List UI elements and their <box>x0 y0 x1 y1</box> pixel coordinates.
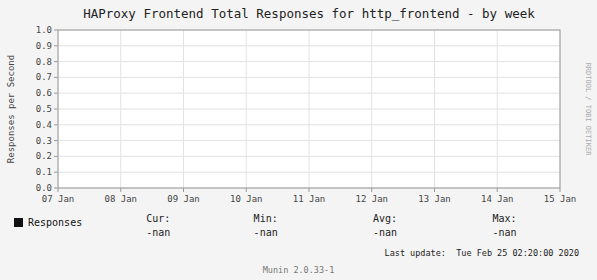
tick-label: 0.3 <box>36 136 52 146</box>
tick-label: 0.5 <box>36 104 52 114</box>
tick-mark <box>54 140 58 141</box>
tick-mark <box>246 188 247 192</box>
tick-label: 10 Jan <box>230 194 263 204</box>
stat-label: Avg: <box>373 213 397 224</box>
tick-label: 0.6 <box>36 88 52 98</box>
tick-mark <box>309 188 310 192</box>
tick-mark <box>54 109 58 110</box>
plot-area <box>58 30 560 188</box>
tick-label: 09 Jan <box>167 194 200 204</box>
tick-mark <box>54 45 58 46</box>
tick-mark <box>434 188 435 192</box>
grid-line <box>434 30 435 188</box>
axis-label: Responses per Second <box>6 55 16 163</box>
tick-mark <box>120 188 121 192</box>
tick-label: 0.0 <box>36 183 52 193</box>
legend-swatch <box>14 218 23 227</box>
tick-mark <box>58 188 59 192</box>
stat-label: Min: <box>254 213 278 224</box>
tick-label: 0.7 <box>36 72 52 82</box>
stat-value: -nan <box>146 227 170 238</box>
tick-label: 08 Jan <box>104 194 137 204</box>
tick-mark <box>560 188 561 192</box>
tick-label: 0.8 <box>36 57 52 67</box>
tick-mark <box>371 188 372 192</box>
watermark: RRDTOOL / TOBI OETIKER <box>584 63 592 157</box>
grid-line <box>371 30 372 188</box>
tick-mark <box>497 188 498 192</box>
tick-mark <box>54 30 58 31</box>
tick-mark <box>54 188 58 189</box>
tick-label: 0.1 <box>36 167 52 177</box>
version: Munin 2.0.33-1 <box>263 265 335 275</box>
grid-line <box>183 30 184 188</box>
grid-line <box>309 30 310 188</box>
stat-label: Cur: <box>146 213 170 224</box>
tick-label: 1.0 <box>36 25 52 35</box>
tick-mark <box>183 188 184 192</box>
tick-mark <box>54 61 58 62</box>
tick-mark <box>54 77 58 78</box>
stat-value: -nan <box>373 227 397 238</box>
tick-mark <box>54 172 58 173</box>
title: HAProxy Frontend Total Responses for htt… <box>83 6 535 21</box>
tick-label: 11 Jan <box>293 194 326 204</box>
tick-label: 0.9 <box>36 41 52 51</box>
stat-value: -nan <box>492 227 516 238</box>
plot-frame <box>58 30 560 188</box>
stat-value: -nan <box>254 227 278 238</box>
tick-label: 14 Jan <box>481 194 514 204</box>
tick-label: 15 Jan <box>544 194 577 204</box>
grid-line <box>497 30 498 188</box>
grid-line <box>120 30 121 188</box>
stat-label: Max: <box>492 213 516 224</box>
tick-label: 07 Jan <box>42 194 75 204</box>
legend-label: Responses <box>28 217 82 228</box>
tick-label: 0.2 <box>36 151 52 161</box>
tick-label: 0.4 <box>36 120 52 130</box>
last-update: Last update: Tue Feb 25 02:20:00 2020 <box>385 248 579 258</box>
tick-label: 13 Jan <box>418 194 451 204</box>
background <box>0 0 597 280</box>
grid-line <box>246 30 247 188</box>
tick-mark <box>54 156 58 157</box>
tick-mark <box>54 124 58 125</box>
tick-label: 12 Jan <box>355 194 388 204</box>
tick-mark <box>54 93 58 94</box>
